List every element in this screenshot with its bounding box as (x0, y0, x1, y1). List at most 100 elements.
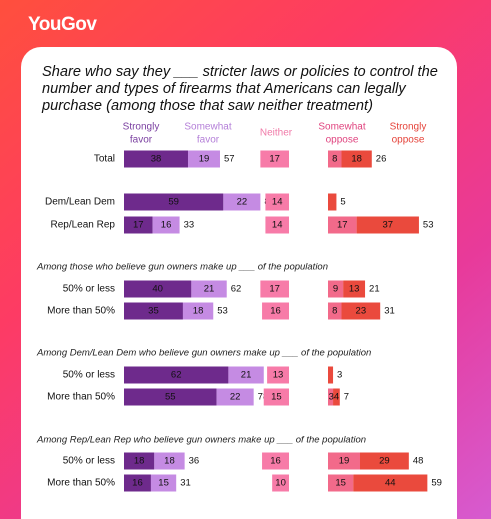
legend-somewhat-favor-line1: Somewhat (184, 122, 231, 133)
bar-strongly-oppose (356, 216, 419, 234)
value-somewhat-favor: 16 (161, 220, 172, 231)
value-strongly-oppose: 13 (349, 284, 360, 295)
bar-strongly-favor (124, 302, 183, 320)
value-strongly-oppose: 44 (385, 478, 396, 489)
bar-neither (272, 474, 289, 492)
legend-somewhat-oppose-line1: Somewhat (318, 122, 365, 133)
bar-strongly-oppose (341, 302, 381, 320)
bar-neither (260, 150, 289, 168)
row-label: More than 50% (47, 478, 115, 489)
value-favor-total: 36 (189, 456, 200, 467)
value-neither: 15 (271, 392, 282, 403)
value-somewhat-favor: 21 (241, 370, 252, 381)
value-oppose-total: 53 (423, 220, 434, 231)
value-somewhat-favor: 15 (158, 478, 169, 489)
value-somewhat-favor: 22 (230, 392, 241, 403)
value-neither: 17 (269, 154, 280, 165)
bar-neither (260, 280, 289, 298)
bar-somewhat-oppose (328, 216, 357, 234)
bar-strongly-favor (124, 388, 217, 406)
group-heading: Among Rep/Lean Rep who believe gun owner… (36, 435, 366, 446)
value-strongly-favor: 38 (151, 154, 162, 165)
chart-card (21, 47, 457, 519)
value-oppose-total: 59 (431, 478, 442, 489)
value-neither: 17 (269, 284, 280, 295)
value-oppose-total: 26 (376, 154, 387, 165)
value-somewhat-favor: 21 (204, 284, 215, 295)
bar-somewhat-oppose (328, 302, 342, 320)
legend-somewhat-oppose-line2: oppose (326, 135, 359, 146)
row-label: Rep/Lean Rep (51, 220, 116, 231)
value-favor-total: 53 (217, 306, 228, 317)
value-somewhat-favor: 18 (164, 456, 175, 467)
bar-neither (265, 216, 289, 234)
bar-neither (265, 193, 289, 211)
value-favor-total: 31 (180, 478, 191, 489)
value-oppose-pair: 34 (329, 392, 340, 403)
value-neither: 16 (270, 456, 281, 467)
bar-strongly-oppose (353, 474, 428, 492)
value-neither: 14 (272, 220, 283, 231)
value-strongly-favor: 55 (165, 392, 176, 403)
value-strongly-favor: 16 (132, 478, 143, 489)
value-somewhat-oppose: 9 (333, 284, 338, 295)
group-heading: Among those who believe gun owners make … (36, 262, 328, 273)
legend-strongly-favor-line1: Strongly (123, 122, 160, 133)
value-neither: 16 (270, 306, 281, 317)
value-strongly-favor: 35 (148, 306, 159, 317)
bar-strongly-favor (124, 452, 155, 470)
value-strongly-favor: 62 (171, 370, 182, 381)
value-strongly-oppose: 29 (379, 456, 390, 467)
bar-somewhat-favor (150, 474, 177, 492)
value-strongly-favor: 18 (134, 456, 145, 467)
bar-somewhat-favor (154, 452, 185, 470)
legend-strongly-oppose-line1: Strongly (390, 122, 427, 133)
row-label: Dem/Lean Dem (45, 197, 115, 208)
value-somewhat-oppose: 8 (332, 306, 337, 317)
bar-strongly-favor (124, 474, 151, 492)
value-favor-total: 62 (231, 284, 242, 295)
bar-neither (262, 452, 289, 470)
bar-strongly-favor (124, 280, 192, 298)
value-strongly-oppose: 18 (351, 154, 362, 165)
bar-strongly-favor (124, 366, 229, 384)
bar-strongly-oppose (333, 388, 340, 406)
value-favor-total: 57 (224, 154, 235, 165)
value-strongly-oppose: 37 (382, 220, 393, 231)
bar-oppose-combined (328, 193, 337, 211)
value-oppose-total: 3 (337, 370, 342, 381)
bar-neither (263, 388, 289, 406)
bar-somewhat-oppose (328, 150, 342, 168)
row-label: More than 50% (47, 306, 115, 317)
bar-strongly-oppose (343, 280, 366, 298)
value-oppose-total: 21 (369, 284, 380, 295)
value-somewhat-favor: 22 (237, 197, 248, 208)
bar-somewhat-favor (223, 193, 261, 211)
value-somewhat-favor: 19 (199, 154, 210, 165)
value-strongly-oppose: 23 (356, 306, 367, 317)
yougov-logo: YouGov (28, 14, 97, 35)
bar-somewhat-oppose (328, 474, 354, 492)
value-somewhat-oppose: 19 (339, 456, 350, 467)
bar-strongly-favor (124, 193, 224, 211)
row-label: More than 50% (47, 392, 115, 403)
value-somewhat-oppose: 8 (332, 154, 337, 165)
value-somewhat-oppose: 17 (337, 220, 348, 231)
row-label: 50% or less (63, 456, 115, 467)
chart-title: Share who say they ___ stricter laws or … (42, 64, 438, 114)
bar-oppose-combined (328, 366, 334, 384)
value-neither: 10 (275, 478, 286, 489)
group-heading: Among Dem/Lean Dem who believe gun owner… (36, 348, 371, 359)
value-oppose-total: 7 (344, 392, 349, 403)
bar-somewhat-favor (187, 150, 220, 168)
bar-somewhat-oppose (328, 388, 334, 406)
bar-strongly-oppose (359, 452, 409, 470)
bar-somewhat-favor (228, 366, 264, 384)
bar-strongly-favor (124, 150, 188, 168)
row-label: 50% or less (63, 370, 115, 381)
bar-somewhat-favor (152, 216, 180, 234)
row-label: 50% or less (63, 284, 115, 295)
value-strongly-favor: 59 (168, 197, 179, 208)
bar-somewhat-oppose (328, 280, 344, 298)
